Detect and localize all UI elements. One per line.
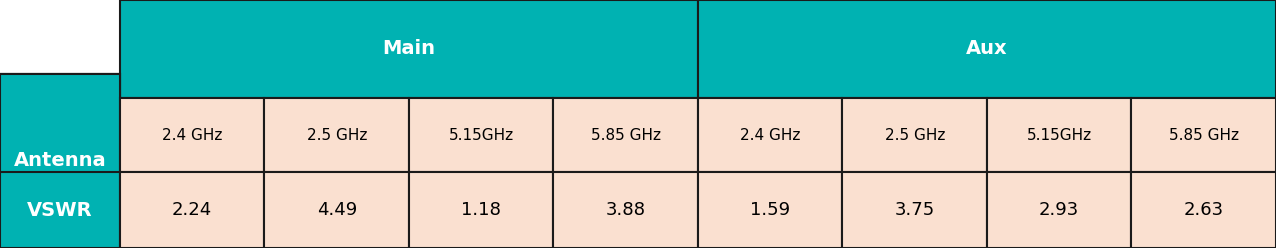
Text: 2.5 GHz: 2.5 GHz xyxy=(306,128,367,143)
Text: 5.15GHz: 5.15GHz xyxy=(449,128,514,143)
Bar xyxy=(1132,98,1276,172)
Bar xyxy=(0,98,120,172)
Text: 5.85 GHz: 5.85 GHz xyxy=(591,128,661,143)
Bar xyxy=(988,98,1132,172)
Text: 1.59: 1.59 xyxy=(750,201,790,219)
Text: 2.93: 2.93 xyxy=(1039,201,1079,219)
Text: 2.24: 2.24 xyxy=(172,201,212,219)
Bar xyxy=(0,74,120,172)
Bar xyxy=(842,172,988,248)
Bar xyxy=(1132,172,1276,248)
Bar xyxy=(120,172,264,248)
Bar xyxy=(0,74,120,247)
Text: 3.88: 3.88 xyxy=(606,201,646,219)
Text: 2.4 GHz: 2.4 GHz xyxy=(740,128,800,143)
Bar xyxy=(988,172,1132,248)
Bar xyxy=(698,0,1276,98)
Bar xyxy=(698,172,842,248)
Bar xyxy=(408,172,554,248)
Bar xyxy=(264,172,408,248)
Text: Antenna: Antenna xyxy=(14,151,106,170)
Text: Main: Main xyxy=(383,39,435,59)
Bar xyxy=(554,98,698,172)
Text: 2.5 GHz: 2.5 GHz xyxy=(884,128,946,143)
Text: 5.15GHz: 5.15GHz xyxy=(1027,128,1092,143)
Bar xyxy=(0,74,120,172)
Text: 1.18: 1.18 xyxy=(462,201,501,219)
Bar xyxy=(554,172,698,248)
Text: 5.85 GHz: 5.85 GHz xyxy=(1169,128,1239,143)
Bar xyxy=(698,98,842,172)
Bar xyxy=(264,98,408,172)
Text: Aux: Aux xyxy=(966,39,1008,59)
Bar xyxy=(120,0,698,98)
Bar xyxy=(842,98,988,172)
Text: 2.4 GHz: 2.4 GHz xyxy=(162,128,222,143)
Text: VSWR: VSWR xyxy=(27,201,93,220)
Text: 4.49: 4.49 xyxy=(316,201,357,219)
Bar xyxy=(0,172,120,248)
Bar xyxy=(120,98,264,172)
Text: 2.63: 2.63 xyxy=(1184,201,1224,219)
Bar xyxy=(408,98,554,172)
Text: 3.75: 3.75 xyxy=(894,201,935,219)
